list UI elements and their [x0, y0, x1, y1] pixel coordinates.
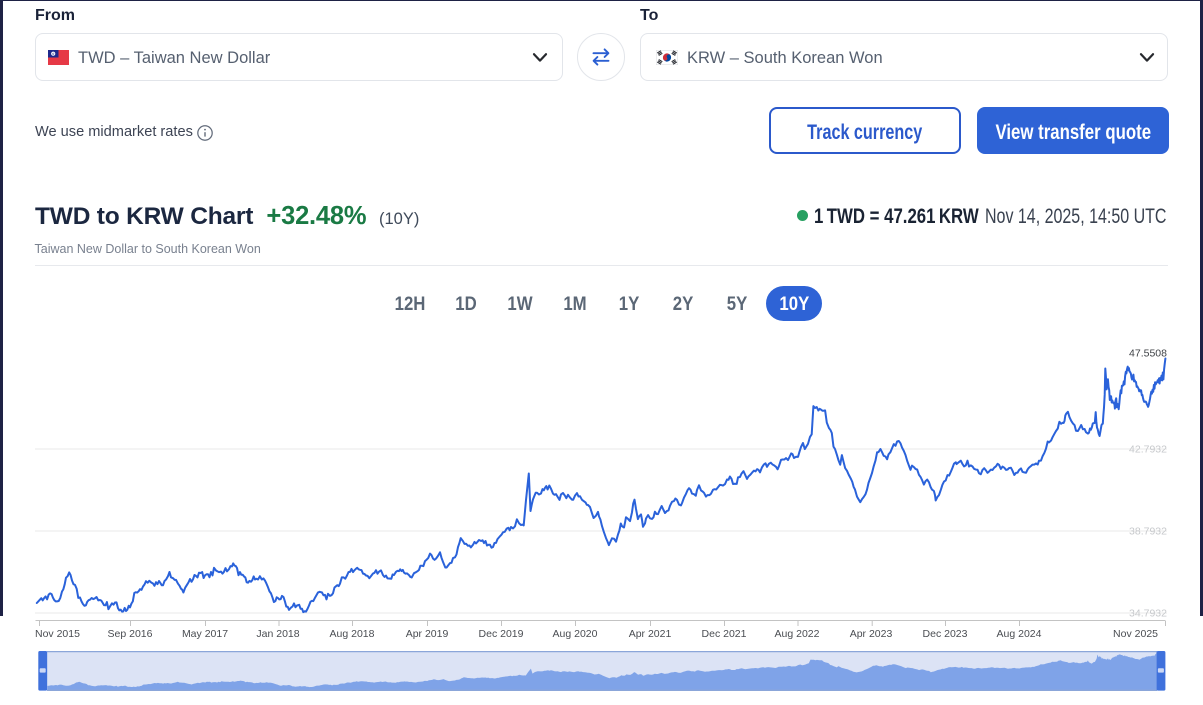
svg-text:Aug 2020: Aug 2020 — [553, 628, 598, 640]
svg-text:Dec 2019: Dec 2019 — [479, 628, 524, 640]
svg-text:34.7932: 34.7932 — [1129, 608, 1167, 620]
svg-text:Aug 2022: Aug 2022 — [775, 628, 820, 640]
svg-text:Dec 2023: Dec 2023 — [923, 628, 968, 640]
svg-text:Aug 2024: Aug 2024 — [997, 628, 1042, 640]
svg-text:May 2017: May 2017 — [182, 628, 228, 640]
svg-text:Sep 2016: Sep 2016 — [108, 628, 153, 640]
svg-text:Jan 2018: Jan 2018 — [256, 628, 299, 640]
svg-text:Nov 2025: Nov 2025 — [1113, 628, 1158, 640]
svg-text:38.7932: 38.7932 — [1129, 526, 1167, 538]
svg-text:47.5508: 47.5508 — [1129, 348, 1167, 360]
svg-text:42.7932: 42.7932 — [1129, 444, 1167, 456]
svg-text:Apr 2019: Apr 2019 — [406, 628, 449, 640]
svg-text:Aug 2018: Aug 2018 — [330, 628, 375, 640]
svg-text:Apr 2023: Apr 2023 — [850, 628, 893, 640]
svg-text:Dec 2021: Dec 2021 — [702, 628, 747, 640]
svg-text:Apr 2021: Apr 2021 — [629, 628, 672, 640]
svg-text:Nov 2015: Nov 2015 — [35, 628, 80, 640]
